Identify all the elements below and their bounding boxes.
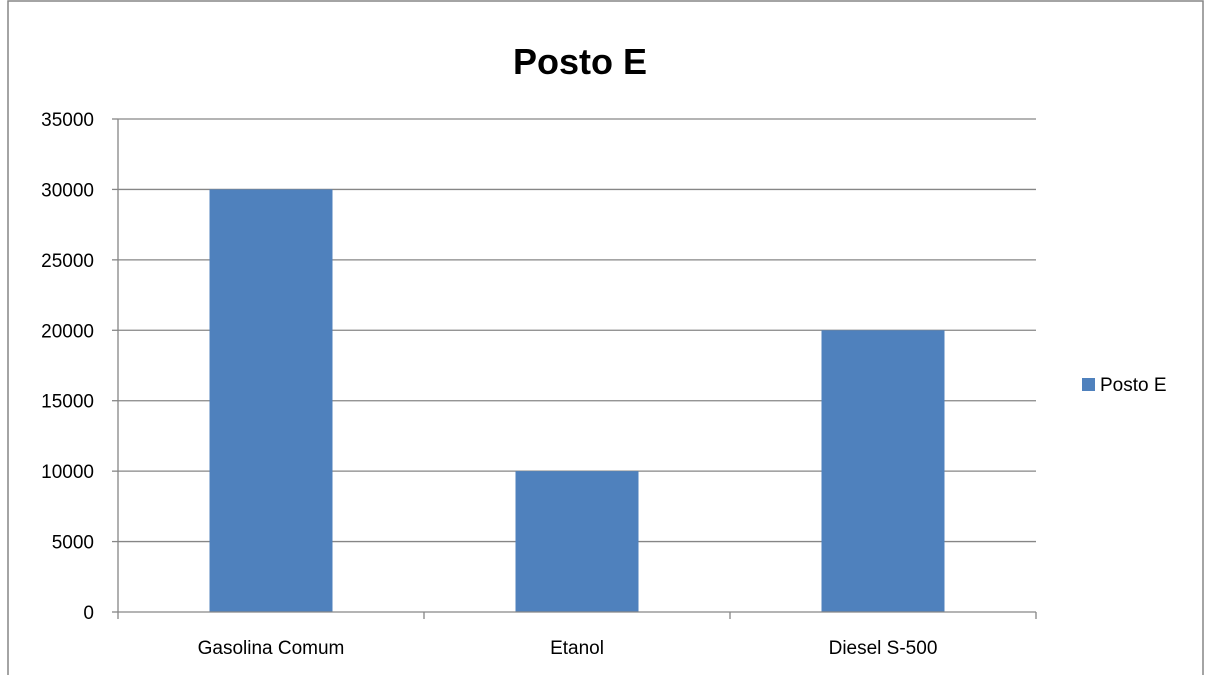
legend-swatch-posto-e (1082, 378, 1095, 391)
x-axis-tick-labels: Gasolina Comum Etanol Diesel S-500 (198, 638, 938, 659)
bar-gasolina-comum (209, 189, 333, 612)
bar-etanol (515, 471, 639, 612)
y-axis-tick-labels: 0 5000 10000 15000 20000 25000 30000 35000 (41, 110, 94, 624)
y-tick-label: 35000 (41, 110, 94, 131)
y-tick-label: 15000 (41, 392, 94, 413)
bar-diesel-s-500 (821, 330, 945, 612)
y-tick-label: 0 (83, 603, 94, 624)
bars (209, 189, 945, 612)
chart-border (7, 0, 1204, 675)
chart-title: Posto E (513, 41, 647, 82)
y-tick-label: 30000 (41, 180, 94, 201)
x-tick-label-gasolina-comum: Gasolina Comum (198, 638, 345, 659)
y-tick-label: 5000 (52, 533, 94, 554)
x-tick-label-etanol: Etanol (550, 638, 604, 659)
x-tick-label-diesel-s-500: Diesel S-500 (829, 638, 938, 659)
legend-label-posto-e: Posto E (1100, 375, 1167, 396)
axes (117, 119, 1037, 619)
y-tick-label: 25000 (41, 251, 94, 272)
y-tick-label: 20000 (41, 321, 94, 342)
y-tick-label: 10000 (41, 462, 94, 483)
legend: Posto E (1082, 375, 1167, 396)
